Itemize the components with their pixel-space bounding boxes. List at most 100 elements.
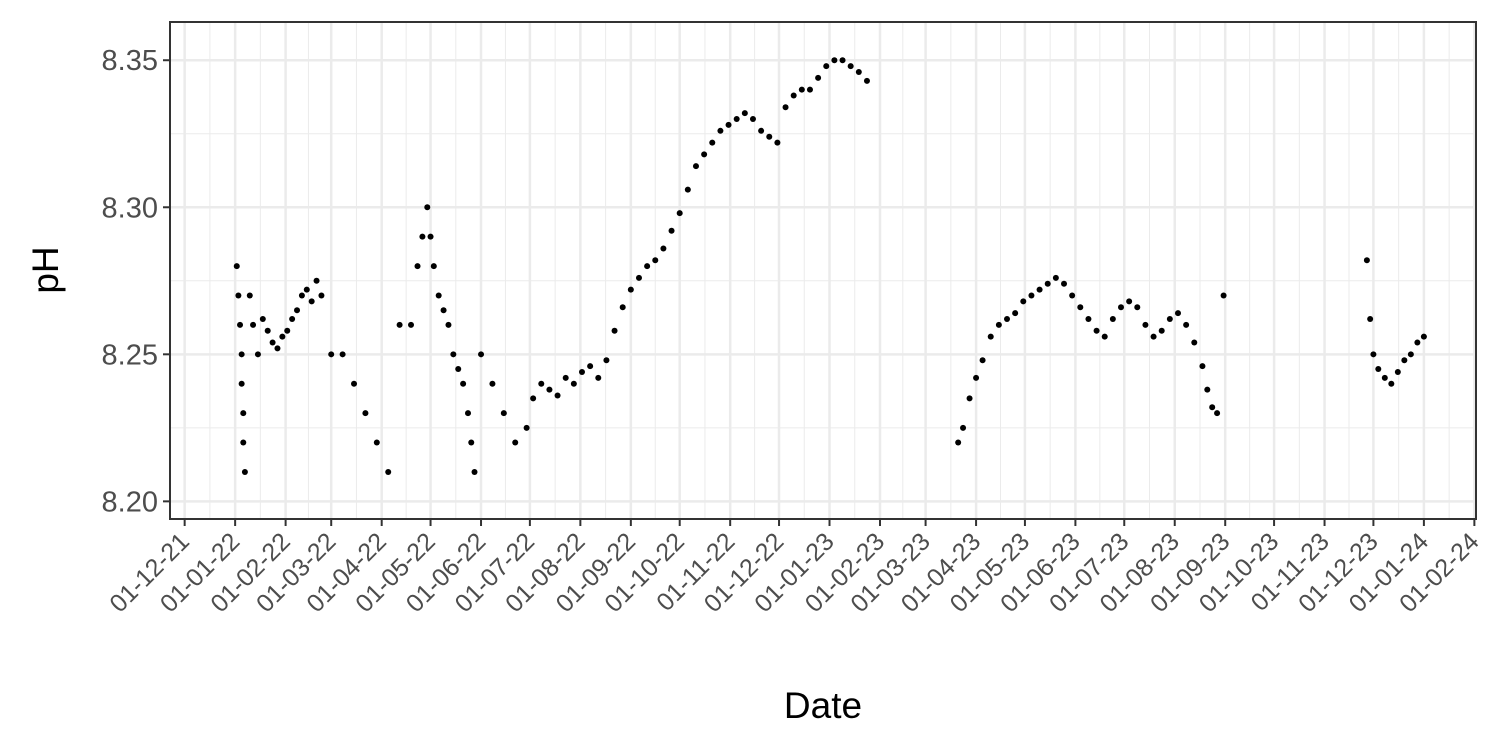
data-point (351, 380, 358, 387)
data-point (1069, 292, 1076, 299)
data-point (668, 227, 675, 234)
data-point (960, 424, 967, 431)
data-point (419, 233, 426, 240)
data-point (274, 345, 281, 352)
data-point (427, 233, 434, 240)
data-point (1126, 298, 1133, 305)
data-point (269, 339, 276, 346)
data-point (460, 380, 467, 387)
data-point (823, 63, 830, 70)
data-point (790, 92, 797, 99)
data-point (709, 139, 716, 146)
data-point (578, 368, 585, 375)
data-point (1191, 339, 1198, 346)
data-point (455, 366, 462, 373)
y-axis-title: pH (25, 246, 66, 293)
data-point (1375, 366, 1382, 373)
data-point (644, 263, 651, 270)
data-point (733, 116, 740, 123)
data-point (1166, 316, 1173, 323)
data-point (328, 351, 335, 358)
data-point (1101, 333, 1108, 340)
data-point (512, 439, 519, 446)
plot-panel (170, 22, 1476, 519)
data-point (635, 274, 642, 281)
data-point (1093, 327, 1100, 334)
data-point (289, 316, 296, 323)
data-point (478, 351, 485, 358)
data-point (254, 351, 261, 358)
data-point (298, 292, 305, 299)
data-point (1174, 310, 1181, 317)
data-point (1220, 292, 1227, 299)
data-point (1028, 292, 1035, 299)
data-point (652, 257, 659, 264)
y-tick-label: 8.25 (102, 339, 158, 371)
data-point (465, 410, 472, 417)
data-point (440, 307, 447, 314)
data-point (774, 139, 781, 146)
data-point (1118, 304, 1125, 311)
data-point (430, 263, 437, 270)
y-axis: 8.20 8.25 8.30 8.35 (102, 45, 170, 518)
data-point (1204, 386, 1211, 393)
minor-gridlines (170, 22, 1476, 519)
data-point (1052, 274, 1059, 281)
data-point (955, 439, 962, 446)
data-point (250, 321, 257, 328)
data-point (562, 374, 569, 381)
data-point (725, 121, 732, 128)
data-point (1381, 374, 1388, 381)
data-point (246, 292, 253, 299)
data-point (717, 127, 724, 134)
data-point (339, 351, 346, 358)
data-point (313, 277, 320, 284)
data-point (424, 204, 431, 211)
data-point (741, 110, 748, 117)
y-tick-label: 8.20 (102, 486, 158, 518)
data-point (1077, 304, 1084, 311)
data-point (766, 133, 773, 140)
data-point (284, 327, 291, 334)
data-point (264, 327, 271, 334)
data-point (1020, 298, 1027, 305)
data-point (758, 127, 765, 134)
data-point (489, 380, 496, 387)
data-point (1420, 333, 1427, 340)
data-point (1394, 368, 1401, 375)
data-point (1414, 339, 1421, 346)
data-point (1199, 363, 1206, 370)
data-point (611, 327, 618, 334)
data-point (241, 468, 248, 475)
data-point (414, 263, 421, 270)
data-point (627, 286, 634, 293)
data-point (233, 263, 240, 270)
data-point (259, 316, 266, 323)
data-point (839, 57, 846, 64)
data-point (1044, 280, 1051, 287)
data-point (500, 410, 507, 417)
data-point (546, 386, 553, 393)
data-point (979, 357, 986, 364)
data-points (233, 57, 1427, 475)
data-point (373, 439, 380, 446)
data-point (701, 151, 708, 158)
data-point (619, 304, 626, 311)
data-point (1214, 410, 1221, 417)
data-point (1367, 316, 1374, 323)
data-point (308, 298, 315, 305)
data-point (318, 292, 325, 299)
data-point (468, 439, 475, 446)
data-point (1150, 333, 1157, 340)
data-point (238, 380, 245, 387)
data-point (396, 321, 403, 328)
data-point (847, 63, 854, 70)
data-point (303, 286, 310, 293)
data-point (279, 333, 286, 340)
data-point (692, 163, 699, 170)
data-point (1209, 404, 1216, 411)
data-point (435, 292, 442, 299)
data-point (684, 186, 691, 193)
data-point (237, 321, 244, 328)
